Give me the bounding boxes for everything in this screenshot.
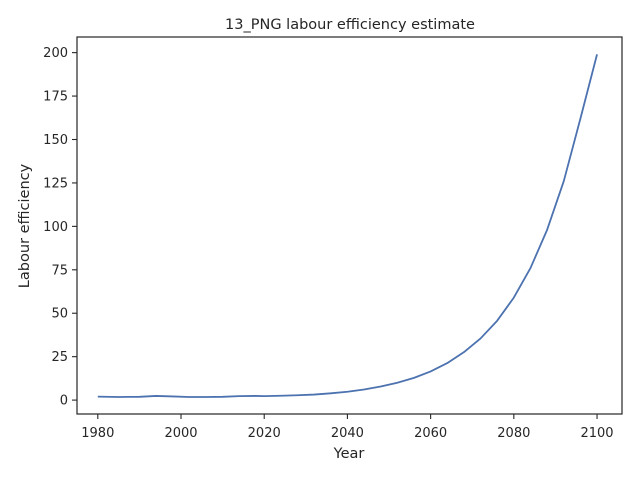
y-tick-label: 200	[43, 46, 68, 61]
y-tick-label: 75	[51, 263, 68, 278]
chart-title: 13_PNG labour efficiency estimate	[225, 17, 475, 33]
x-axis-ticks: 1980 2000 2020 2040 2060 2080 2100	[81, 414, 614, 441]
x-tick-label: 2060	[414, 426, 447, 441]
x-axis-label: Year	[333, 446, 365, 462]
plot-area: 1980 2000 2020 2040 2060 2080 2100 0 25 50 75 100 1…	[43, 36, 623, 441]
y-tick-label: 175	[43, 90, 68, 105]
plot-frame	[76, 36, 623, 415]
y-tick-label: 100	[43, 220, 68, 235]
x-tick-label: 1980	[81, 426, 114, 441]
x-tick-label: 2040	[331, 426, 364, 441]
x-tick-label: 2020	[248, 426, 281, 441]
y-axis-ticks: 0 25 50 75 100 125 150 175 200	[43, 46, 77, 409]
y-tick-label: 150	[43, 133, 68, 148]
series-line	[97, 54, 598, 398]
x-tick-label: 2080	[497, 426, 530, 441]
x-tick-label: 2100	[580, 426, 613, 441]
y-tick-label: 50	[51, 307, 68, 322]
y-tick-label: 0	[60, 394, 68, 409]
x-tick-label: 2000	[164, 426, 197, 441]
y-tick-label: 25	[51, 350, 68, 365]
y-tick-label: 125	[43, 176, 68, 191]
y-axis-label: Labour efficiency	[17, 163, 33, 288]
